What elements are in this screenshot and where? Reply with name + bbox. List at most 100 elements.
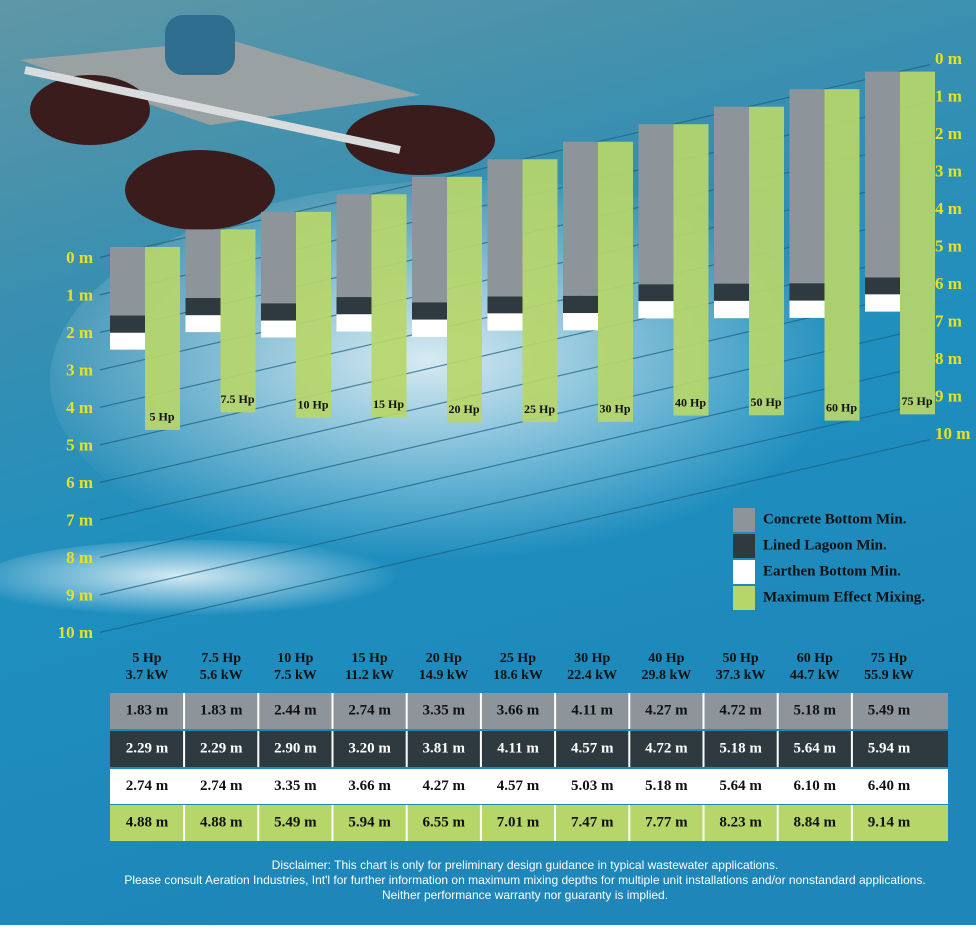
cell: 2.90 m: [274, 740, 317, 756]
earthen-band: [412, 319, 447, 337]
lined-band: [412, 302, 447, 320]
mixing-bar: [220, 229, 256, 413]
y2-tick-label: 3 m: [935, 161, 962, 180]
cell: 5.94 m: [868, 740, 911, 756]
bar-label: 75 Hp: [901, 394, 932, 408]
cell: 5.94 m: [348, 814, 391, 830]
cell: 4.27 m: [423, 778, 466, 794]
concrete-bar: [714, 106, 749, 284]
column-subheader: 29.8 kW: [642, 668, 692, 683]
y-tick-label: 2 m: [66, 323, 93, 342]
y-tick-label: 10 m: [58, 623, 93, 642]
grid-line: [99, 326, 931, 521]
column-subheader: 11.2 kW: [345, 668, 394, 683]
cell: 5.49 m: [868, 702, 911, 718]
column-subheader: 55.9 kW: [864, 668, 914, 683]
y2-tick-label: 7 m: [935, 311, 962, 330]
cell: 2.44 m: [274, 702, 317, 718]
earthen-band: [563, 313, 598, 331]
cell: 6.55 m: [423, 814, 466, 830]
cell: 3.66 m: [348, 778, 391, 794]
column-header: 40 Hp: [648, 651, 684, 666]
plot: 0 m 0 m 1 m 1 m 2 m 2 m 3 m 3 m 4 m 4 m 5 m 5 m 6 m 6…: [58, 49, 971, 642]
bar-label: 25 Hp: [524, 402, 555, 416]
grid-line: [99, 364, 931, 558]
bar-label: 15 Hp: [373, 397, 404, 411]
cell: 6.10 m: [794, 778, 837, 794]
y-tick-label: 1 m: [66, 285, 93, 304]
cell: 3.66 m: [497, 702, 540, 718]
column-header: 7.5 Hp: [201, 651, 241, 666]
column-subheader: 7.5 kW: [274, 668, 317, 683]
cell: 3.35 m: [274, 778, 317, 794]
y2-tick-label: 9 m: [935, 386, 962, 405]
lined-band: [714, 283, 749, 301]
column-subheader: 37.3 kW: [716, 668, 766, 683]
concrete-bar: [563, 141, 598, 296]
column-header: 15 Hp: [352, 651, 388, 666]
column-header: 20 Hp: [426, 651, 462, 666]
cell: 5.18 m: [794, 702, 837, 718]
cell: 9.14 m: [868, 814, 911, 830]
cell: 4.88 m: [200, 814, 243, 830]
lined-band: [638, 284, 674, 302]
column-header: 60 Hp: [797, 651, 833, 666]
bar-label: 30 Hp: [599, 402, 630, 416]
y2-tick-label: 8 m: [935, 349, 962, 368]
lined-band: [336, 297, 372, 315]
y2-tick-label: 2 m: [935, 124, 962, 143]
grid-line: [99, 439, 931, 633]
mixing-bar: [371, 194, 407, 418]
legend-swatch: [733, 534, 755, 558]
table: 5 Hp 3.7 kW 7.5 Hp 5.6 kW 10 Hp 7.5 kW 15 Hp 11…: [110, 651, 948, 841]
y2-tick-label: 10 m: [935, 424, 970, 443]
mixing-bar: [145, 246, 180, 430]
row-background: [110, 805, 948, 841]
y2-tick-label: 6 m: [935, 274, 962, 293]
concrete-bar: [638, 124, 674, 285]
cell: 4.11 m: [571, 702, 613, 718]
legend-swatch: [733, 586, 755, 610]
lined-band: [185, 298, 221, 316]
bar-label: 20 Hp: [448, 402, 479, 416]
mixing-bar: [673, 124, 709, 416]
mixing-bar: [598, 141, 633, 422]
y2-tick-label: 0 m: [935, 49, 962, 68]
concrete-bar: [789, 89, 825, 284]
grid-line: [99, 289, 931, 483]
y-tick-label: 5 m: [66, 435, 93, 454]
lined-band: [110, 315, 145, 333]
disclaimer-line: Please consult Aeration Industries, Int'…: [124, 873, 925, 887]
foam: [0, 540, 420, 620]
bar-label: 40 Hp: [675, 395, 706, 409]
legend-label: Maximum Effect Mixing.: [763, 589, 925, 605]
bar-label: 60 Hp: [826, 400, 857, 414]
cell: 4.72 m: [719, 702, 762, 718]
mixing-bar: [296, 211, 331, 418]
column-subheader: 3.7 kW: [126, 668, 169, 683]
legend-label: Concrete Bottom Min.: [763, 511, 907, 527]
column-header: 30 Hp: [574, 651, 610, 666]
cell: 4.11 m: [497, 740, 539, 756]
concrete-bar: [261, 211, 296, 304]
cell: 5.49 m: [274, 814, 317, 830]
bar-label: 10 Hp: [297, 397, 328, 411]
cell: 5.03 m: [571, 778, 614, 794]
legend-label: Earthen Bottom Min.: [763, 563, 901, 579]
earthen-band: [336, 314, 372, 332]
y-tick-label: 7 m: [66, 510, 93, 529]
concrete-bar: [185, 229, 221, 299]
earthen-band: [865, 294, 900, 312]
cell: 5.18 m: [645, 778, 688, 794]
column-header: 25 Hp: [500, 651, 536, 666]
concrete-bar: [110, 246, 145, 316]
y-tick-label: 3 m: [66, 360, 93, 379]
cell: 3.20 m: [348, 740, 391, 756]
cell: 5.18 m: [719, 740, 762, 756]
bar-label: 7.5 Hp: [220, 392, 254, 406]
cell: 7.77 m: [645, 814, 688, 830]
cell: 6.40 m: [868, 778, 911, 794]
column-header: 5 Hp: [132, 651, 161, 666]
cell: 5.64 m: [794, 740, 837, 756]
